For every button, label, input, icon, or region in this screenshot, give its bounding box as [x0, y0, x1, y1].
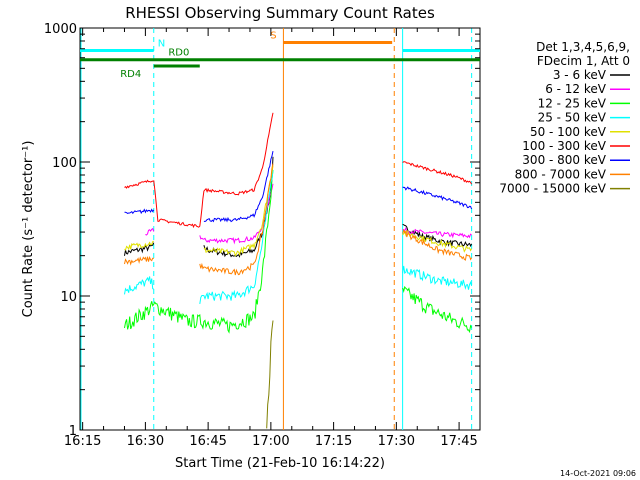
footer-timestamp: 14-Oct-2021 09:06: [560, 469, 636, 478]
x-tick-label-5: 17:30: [378, 434, 415, 449]
series-line-1-2: [199, 183, 274, 245]
series-line-7-2: [199, 163, 274, 276]
legend-label-4: 50 - 100 keV: [530, 125, 607, 139]
x-tick-label-3: 17:00: [252, 434, 289, 449]
series-line-6-1: [124, 208, 155, 215]
y-tick-label-0: 1: [69, 424, 77, 439]
x-tick-label-1: 16:30: [127, 434, 164, 449]
series-lines: [124, 112, 473, 429]
legend-header-1: Det 1,3,4,5,6,9,: [536, 40, 630, 54]
series-line-4-2: [203, 165, 274, 257]
chart-title: RHESSI Observing Summary Count Rates: [125, 4, 435, 22]
series-line-5-1: [124, 112, 274, 229]
x-tick-label-6: 17:45: [440, 434, 477, 449]
series-line-6-2: [203, 150, 274, 223]
x-tick-label-2: 16:45: [189, 434, 226, 449]
legend-label-7: 800 - 7000 keV: [515, 167, 607, 181]
legend-header-2: FDecim 1, Att 0: [537, 54, 630, 68]
y-axis: 1 10 100 1000: [44, 22, 480, 439]
series-line-0-1: [124, 242, 155, 256]
series-line-4-3: [402, 229, 473, 253]
legend-label-3: 25 - 50 keV: [538, 111, 607, 125]
flag-label-rd4: RD4: [120, 69, 141, 80]
series-line-2-1: [124, 169, 274, 334]
series-line-4-1: [124, 240, 154, 251]
x-tick-label-4: 17:15: [315, 434, 352, 449]
series-line-3-3: [402, 265, 473, 290]
legend-label-0: 3 - 6 keV: [553, 68, 607, 82]
series-line-3-1: [124, 276, 155, 295]
series-line-0-3: [402, 223, 473, 248]
series-line-3-2: [199, 170, 274, 304]
series-line-5-2: [402, 161, 473, 185]
series-line-2-2: [402, 285, 473, 334]
y-axis-label: Count Rate (s⁻¹ detector⁻¹): [21, 141, 36, 318]
y-tick-label-3: 1000: [44, 22, 77, 37]
series-line-8-0: [266, 320, 274, 429]
x-axis-label: Start Time (21-Feb-10 16:14:22): [175, 456, 385, 471]
y-tick-label-2: 100: [52, 156, 77, 171]
series-line-7-3: [402, 228, 473, 261]
y-tick-label-1: 10: [60, 290, 77, 305]
legend: Det 1,3,4,5,6,9, FDecim 1, Att 0 3 - 6 k…: [499, 40, 630, 196]
series-line-1-3: [402, 226, 472, 239]
flag-label-rd0: RD0: [168, 48, 189, 59]
vertical-markers: [80, 28, 473, 430]
x-tick-label-0: 16:15: [64, 434, 101, 449]
flag-label-s: S: [270, 30, 276, 41]
legend-label-6: 300 - 800 keV: [522, 153, 606, 167]
flag-label-n: N: [158, 38, 165, 49]
legend-label-2: 12 - 25 keV: [538, 96, 607, 110]
legend-label-5: 100 - 300 keV: [522, 139, 606, 153]
legend-label-1: 6 - 12 keV: [545, 82, 607, 96]
plot-frame: [79, 27, 481, 431]
x-axis: 16:15 16:30 16:45 17:00 17:15 17:30 17:45: [64, 28, 481, 449]
series-line-6-3: [402, 186, 473, 210]
series-line-1-1: [145, 227, 155, 236]
series-line-7-1: [124, 255, 154, 266]
legend-label-8: 7000 - 15000 keV: [499, 182, 606, 196]
